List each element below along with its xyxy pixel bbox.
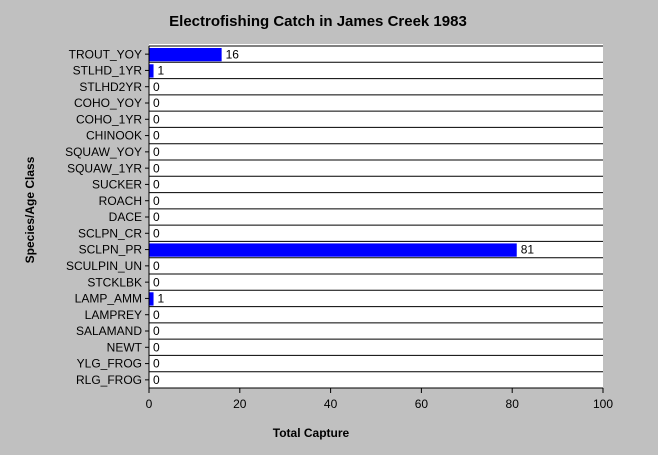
- plot-area: [149, 44, 603, 388]
- value-label: 0: [153, 324, 160, 338]
- value-label: 0: [153, 194, 160, 208]
- value-label: 0: [153, 80, 160, 94]
- x-tick-label: 0: [146, 397, 153, 411]
- y-tick-label: STLHD_1YR: [73, 64, 143, 78]
- x-tick-label: 40: [324, 397, 338, 411]
- value-label: 0: [153, 373, 160, 387]
- y-tick-label: SQUAW_YOY: [65, 145, 142, 159]
- y-tick-label: SQUAW_1YR: [67, 161, 142, 175]
- value-label: 0: [153, 210, 160, 224]
- y-tick-label: YLG_FROG: [77, 357, 142, 371]
- y-tick-label: LAMP_AMM: [75, 292, 142, 306]
- value-label: 0: [153, 357, 160, 371]
- value-label: 0: [153, 259, 160, 273]
- y-tick-label: DACE: [109, 210, 142, 224]
- x-tick-label: 60: [415, 397, 429, 411]
- bar: [149, 48, 222, 62]
- y-tick-label: SUCKER: [92, 178, 142, 192]
- value-label: 0: [153, 178, 160, 192]
- y-tick-label: SALAMAND: [76, 324, 142, 338]
- chart-title: Electrofishing Catch in James Creek 1983: [169, 13, 467, 30]
- bar: [149, 243, 517, 257]
- y-tick-label: RLG_FROG: [76, 373, 142, 387]
- y-tick-label: SCLPN_CR: [78, 226, 142, 240]
- y-tick-label: SCLPN_PR: [79, 243, 143, 257]
- value-label: 0: [153, 340, 160, 354]
- value-label: 0: [153, 308, 160, 322]
- y-tick-label: LAMPREY: [85, 308, 142, 322]
- y-tick-label: COHO_1YR: [76, 112, 142, 126]
- bar: [149, 64, 154, 78]
- y-axis-label: Species/Age Class: [23, 156, 37, 263]
- y-tick-label: CHINOOK: [86, 129, 142, 143]
- value-label: 16: [226, 47, 240, 61]
- y-tick-label: STCKLBK: [87, 275, 142, 289]
- x-tick-label: 100: [593, 397, 613, 411]
- bar: [149, 292, 154, 306]
- value-label: 0: [153, 145, 160, 159]
- x-tick-label: 80: [506, 397, 520, 411]
- x-axis-label: Total Capture: [273, 426, 350, 440]
- y-tick-label: ROACH: [99, 194, 142, 208]
- x-tick-label: 20: [233, 397, 247, 411]
- y-tick-label: COHO_YOY: [74, 96, 142, 110]
- y-tick-label: TROUT_YOY: [69, 47, 142, 61]
- value-label: 81: [521, 243, 535, 257]
- value-label: 0: [153, 226, 160, 240]
- value-label: 0: [153, 112, 160, 126]
- value-label: 0: [153, 275, 160, 289]
- value-label: 1: [158, 64, 165, 78]
- value-label: 0: [153, 96, 160, 110]
- y-tick-label: SCULPIN_UN: [66, 259, 142, 273]
- value-label: 1: [158, 292, 165, 306]
- value-label: 0: [153, 129, 160, 143]
- y-tick-label: NEWT: [107, 340, 143, 354]
- value-label: 0: [153, 161, 160, 175]
- y-tick-label: STLHD2YR: [79, 80, 142, 94]
